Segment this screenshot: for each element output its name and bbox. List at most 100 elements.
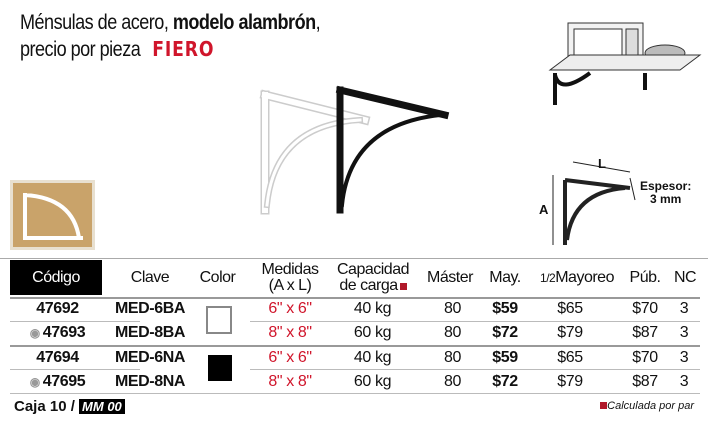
header-color: Color [199, 269, 236, 286]
page-title: Ménsulas de acero, modelo alambrón, prec… [20, 10, 321, 63]
clave-value: MED-8NA [114, 373, 186, 390]
medio-value: $65 [557, 349, 583, 366]
eye-icon[interactable]: ◉ [29, 375, 40, 389]
nc-value: 3 [679, 324, 689, 341]
label-a: A [539, 202, 549, 217]
header-pub: Púb. [629, 269, 661, 286]
cell-master: 80 [425, 349, 480, 367]
group-divider [10, 345, 700, 347]
cell-master: 80 [425, 373, 480, 391]
cell-codigo: 47694 [15, 349, 100, 367]
caja-text: Caja 10 / [14, 398, 75, 415]
title-regular: Ménsulas de acero, [20, 11, 173, 34]
header-master: Máster [427, 269, 473, 286]
codigo-value: 47693 [42, 324, 86, 341]
cell-nc: 3 [670, 324, 698, 342]
eye-icon[interactable]: ◉ [29, 326, 40, 340]
master-value: 80 [444, 324, 461, 341]
cell-nc: 3 [670, 349, 698, 367]
cell-pub: $87 [625, 373, 665, 391]
codigo-header-bg [10, 260, 102, 295]
cell-medio: $65 [540, 349, 600, 367]
note-text: Calculada por par [607, 400, 694, 412]
medio-value: $65 [557, 300, 583, 317]
medidas-value: 8" x 8" [268, 324, 312, 341]
header-may: May. [489, 269, 521, 286]
brand-logo: FIERO [152, 37, 215, 61]
codigo-value: 47694 [36, 349, 79, 366]
pub-value: $87 [632, 324, 658, 341]
pub-value: $70 [632, 300, 658, 317]
codigo-value: 47695 [42, 373, 86, 390]
header-clave: Clave [130, 269, 170, 286]
espesor-label: Espesor: [640, 179, 692, 193]
header-medio: 1/2 [540, 271, 556, 285]
capacidad-value: 60 kg [353, 324, 392, 341]
row-divider [10, 369, 140, 370]
cell-codigo: ◉ 47695 [15, 373, 100, 391]
cell-master: 80 [425, 300, 480, 318]
header-medidas-1: Medidas [261, 261, 319, 278]
cell-nc: 3 [670, 300, 698, 318]
medidas-value: 6" x 6" [268, 349, 312, 366]
table-bottom-line [10, 393, 700, 394]
capacidad-value: 60 kg [353, 373, 392, 390]
may-value: $59 [492, 349, 518, 366]
header-medidas-2: (A x L) [268, 277, 312, 294]
row-divider [250, 369, 700, 370]
cell-may: $59 [485, 300, 525, 318]
header-capacidad-1: Capacidad [337, 261, 410, 278]
color-swatch-black [208, 355, 232, 381]
mm-badge: MM 00 [79, 399, 125, 414]
clave-value: MED-6NA [114, 349, 186, 366]
cell-clave: MED-6BA [112, 300, 188, 318]
pub-value: $70 [632, 349, 658, 366]
cell-medidas: 8" x 8" [255, 373, 325, 391]
note-marker-icon [399, 283, 407, 290]
cell-medio: $79 [540, 373, 600, 391]
title-line2: precio por pieza [20, 38, 141, 61]
cell-capacidad: 40 kg [335, 349, 410, 367]
color-swatch-white [206, 306, 232, 334]
header-codigo: Código [32, 269, 80, 286]
header-mayoreo: Mayoreo [555, 269, 614, 286]
header-top-line [0, 258, 708, 259]
cell-capacidad: 60 kg [335, 373, 410, 391]
nc-value: 3 [679, 349, 689, 366]
header-medio-mayoreo: 1/2Mayoreo [532, 270, 622, 286]
cell-may: $72 [485, 324, 525, 342]
cell-medidas: 6" x 6" [255, 349, 325, 367]
row-divider [10, 321, 140, 322]
brackets-image [259, 85, 450, 215]
may-value: $72 [492, 324, 518, 341]
note-marker-icon [600, 402, 608, 409]
header-medidas: Medidas (A x L) [255, 262, 325, 294]
footer-note: Calculada por par [600, 400, 694, 412]
espesor: Espesor: 3 mm [640, 180, 691, 206]
cell-pub: $70 [625, 349, 665, 367]
capacidad-value: 40 kg [353, 300, 392, 317]
cell-clave: MED-8BA [112, 324, 188, 342]
microwave-shelf-image [548, 22, 702, 105]
cell-medidas: 6" x 6" [255, 300, 325, 318]
nc-value: 3 [679, 300, 689, 317]
may-value: $72 [492, 373, 518, 390]
medidas-value: 6" x 6" [268, 300, 312, 317]
capacidad-value: 40 kg [353, 349, 392, 366]
header-capacidad: Capacidad de carga [333, 262, 413, 294]
cell-medio: $79 [540, 324, 600, 342]
master-value: 80 [444, 349, 461, 366]
header-capacidad-2: de carga [339, 277, 398, 294]
cell-capacidad: 40 kg [335, 300, 410, 318]
espesor-value: 3 mm [650, 192, 682, 206]
header-bottom-line [10, 297, 700, 299]
cell-medio: $65 [540, 300, 600, 318]
cell-codigo: ◉ 47693 [15, 324, 100, 342]
cell-nc: 3 [670, 373, 698, 391]
cell-pub: $87 [625, 324, 665, 342]
may-value: $59 [492, 300, 518, 317]
header-nc: NC [673, 269, 697, 286]
label-l: L [598, 156, 606, 171]
master-value: 80 [444, 300, 461, 317]
cell-clave: MED-6NA [112, 349, 188, 367]
